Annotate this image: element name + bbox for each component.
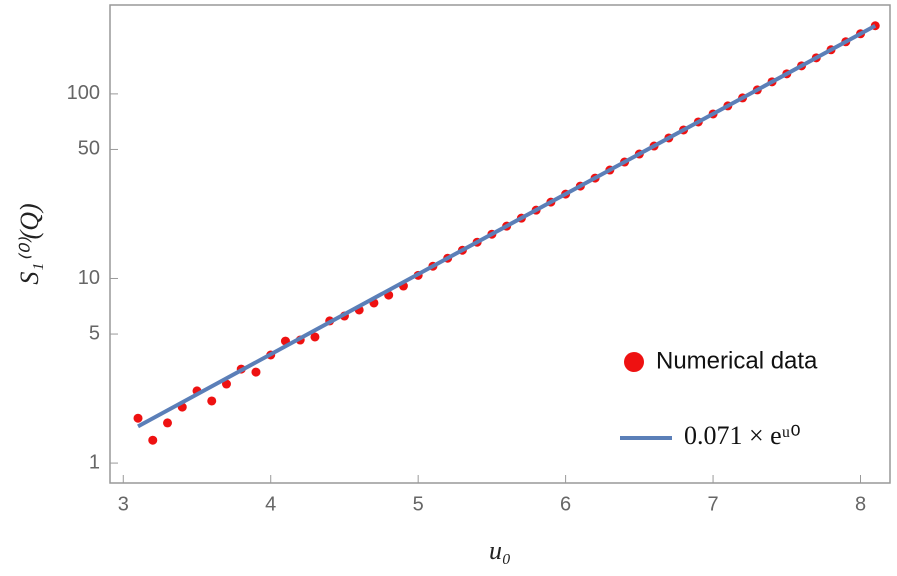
x-tick-label: 5	[413, 493, 424, 515]
legend-label: 0.071 × eᵘ⁰	[684, 421, 801, 450]
x-tick-label: 3	[118, 493, 129, 515]
y-tick-label: 10	[78, 267, 100, 289]
x-tick-label: 6	[560, 493, 571, 515]
data-point	[133, 413, 143, 423]
y-tick-label: 1	[89, 451, 100, 473]
data-point	[207, 396, 217, 406]
legend-marker	[624, 352, 644, 372]
y-axis-label: S₁⁽⁰⁾(Q)	[15, 203, 44, 284]
data-point	[148, 435, 158, 445]
y-tick-label: 100	[67, 82, 100, 104]
x-tick-label: 4	[265, 493, 276, 515]
legend-label: Numerical data	[656, 347, 818, 374]
y-tick-label: 5	[89, 322, 100, 344]
y-tick-label: 50	[78, 138, 100, 160]
plot-frame	[109, 4, 891, 484]
x-tick-label: 7	[707, 493, 718, 515]
x-tick-label: 8	[855, 493, 866, 515]
x-axis-label: u₀	[489, 536, 511, 565]
fit-line	[137, 23, 877, 429]
data-point	[163, 418, 173, 428]
data-point	[310, 332, 320, 342]
data-point	[251, 367, 261, 377]
